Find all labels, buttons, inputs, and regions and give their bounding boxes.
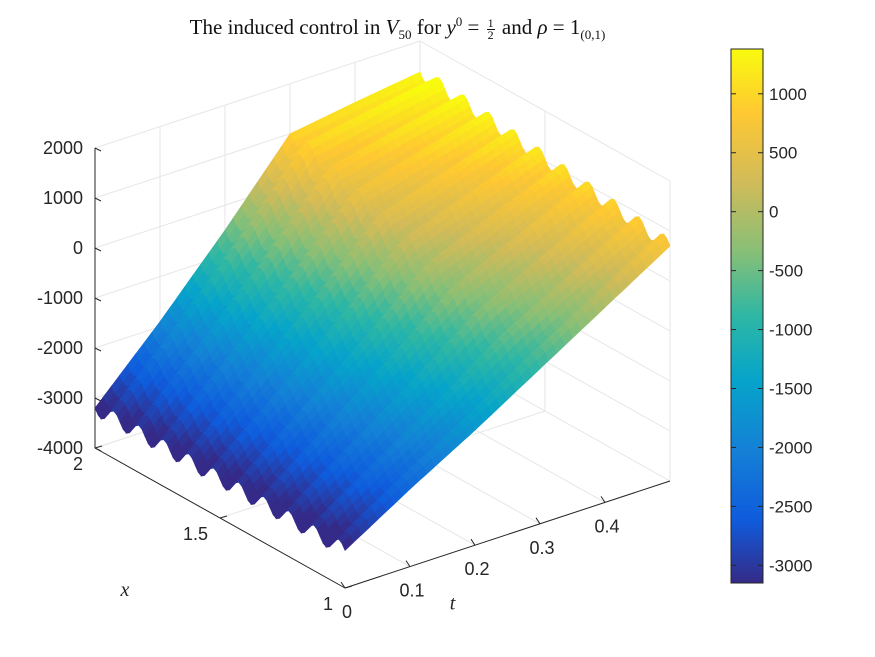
x-tick-label: 1 [323, 594, 333, 614]
x-tick-mark [344, 585, 353, 589]
axes [94, 147, 671, 589]
z-tick-mark [94, 397, 102, 402]
z-tick-mark [94, 147, 102, 152]
t-tick-mark [535, 517, 541, 525]
t-tick-label: 0 [342, 602, 352, 622]
surface-patch [341, 535, 354, 552]
colorbar-tick-label: 500 [769, 144, 797, 163]
t-axis-line [344, 480, 671, 589]
t-tick-mark [405, 560, 411, 567]
t-axis-label: t [450, 593, 456, 615]
x-tick-label: 2 [73, 454, 83, 474]
colorbar-tick-label: -1500 [769, 379, 812, 398]
colorbar-tick-label: -2500 [769, 497, 812, 516]
x-tick-label: 1.5 [183, 524, 208, 544]
t-tick-label: 0.2 [464, 559, 489, 579]
tick-labels: -4000 -3000 -2000 -1000 0 1000 2000 1 1.5 2 0 0.1 0.… [37, 138, 620, 622]
z-tick-label: -3000 [37, 388, 83, 408]
x-axis-label: x [120, 579, 130, 601]
colorbar: 1000 500 0 -500 -1000 -1500 -2000 -2500 -3000 [730, 48, 812, 584]
colorbar-tick-label: 1000 [769, 85, 807, 104]
z-tick-label: -4000 [37, 438, 83, 458]
t-tick-mark [600, 496, 606, 503]
z-tick-mark [94, 197, 102, 202]
z-tick-mark [94, 347, 102, 352]
t-tick-label: 0.3 [529, 538, 554, 558]
surface [94, 71, 671, 552]
colorbar-tick-label: -1000 [769, 321, 812, 340]
t-tick-label: 0.4 [594, 516, 619, 536]
colorbar-tick-label: -2000 [769, 438, 812, 457]
z-tick-label: -1000 [37, 288, 83, 308]
z-tick-label: 2000 [43, 138, 83, 158]
z-tick-mark [94, 297, 102, 302]
x-tick-mark [219, 515, 228, 519]
grid-z-back [94, 40, 421, 149]
z-tick-mark [94, 447, 102, 452]
t-tick-mark [470, 538, 476, 546]
colorbar-tick-label: -3000 [769, 556, 812, 575]
z-tick-label: 0 [73, 238, 83, 258]
colorbar-bar [730, 48, 764, 584]
z-tick-mark [94, 247, 102, 252]
z-tick-label: -2000 [37, 338, 83, 358]
colorbar-tick-label: -500 [769, 262, 803, 281]
colorbar-tick-label: 0 [769, 203, 778, 222]
t-tick-mark [340, 581, 346, 589]
x-tick-mark [94, 445, 103, 449]
z-tick-label: 1000 [43, 188, 83, 208]
t-tick-label: 0.1 [399, 581, 424, 601]
